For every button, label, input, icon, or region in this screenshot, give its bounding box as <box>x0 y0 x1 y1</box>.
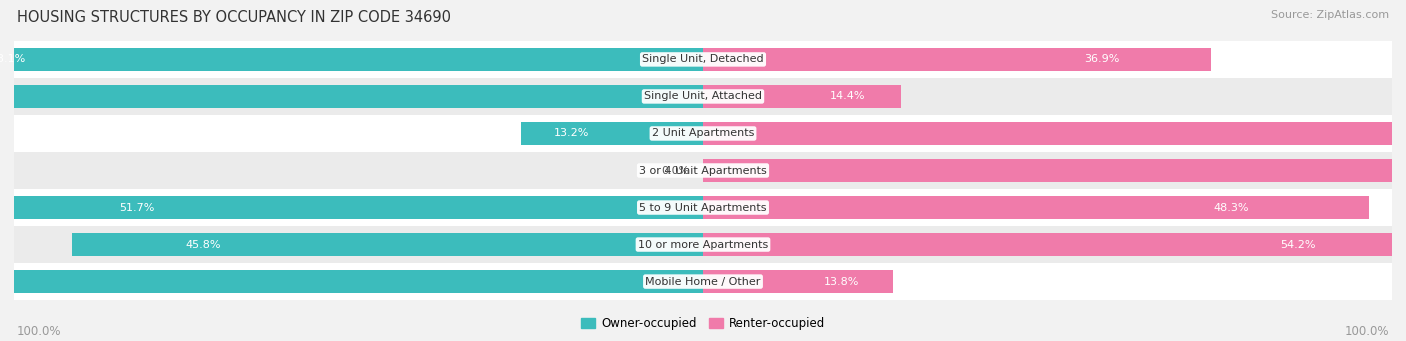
Text: 14.4%: 14.4% <box>830 91 866 102</box>
Text: 13.2%: 13.2% <box>554 129 589 138</box>
Bar <box>703 233 1406 256</box>
Bar <box>14 189 1392 226</box>
Text: 5 to 9 Unit Apartments: 5 to 9 Unit Apartments <box>640 203 766 212</box>
Text: HOUSING STRUCTURES BY OCCUPANCY IN ZIP CODE 34690: HOUSING STRUCTURES BY OCCUPANCY IN ZIP C… <box>17 10 451 25</box>
Text: 63.1%: 63.1% <box>0 55 25 64</box>
Bar <box>703 270 893 293</box>
Bar <box>522 122 703 145</box>
Bar <box>14 263 1392 300</box>
Text: Source: ZipAtlas.com: Source: ZipAtlas.com <box>1271 10 1389 20</box>
Bar <box>0 48 703 71</box>
Bar <box>703 159 1406 182</box>
Text: 51.7%: 51.7% <box>120 203 155 212</box>
Text: 100.0%: 100.0% <box>1344 325 1389 338</box>
Text: 45.8%: 45.8% <box>186 239 221 250</box>
Text: Single Unit, Attached: Single Unit, Attached <box>644 91 762 102</box>
Bar <box>72 233 703 256</box>
Bar <box>14 115 1392 152</box>
Bar <box>0 85 703 108</box>
Text: 2 Unit Apartments: 2 Unit Apartments <box>652 129 754 138</box>
Bar <box>14 78 1392 115</box>
Text: Mobile Home / Other: Mobile Home / Other <box>645 277 761 286</box>
Text: Single Unit, Detached: Single Unit, Detached <box>643 55 763 64</box>
Text: 100.0%: 100.0% <box>17 325 62 338</box>
Text: 0.0%: 0.0% <box>661 165 689 176</box>
Text: 3 or 4 Unit Apartments: 3 or 4 Unit Apartments <box>640 165 766 176</box>
Bar <box>0 270 703 293</box>
Bar <box>14 41 1392 78</box>
Text: 54.2%: 54.2% <box>1279 239 1316 250</box>
Text: 13.8%: 13.8% <box>824 277 859 286</box>
Bar <box>14 226 1392 263</box>
Bar <box>14 152 1392 189</box>
Bar <box>0 196 703 219</box>
Bar <box>703 196 1368 219</box>
Bar <box>703 122 1406 145</box>
Bar <box>703 48 1212 71</box>
Text: 48.3%: 48.3% <box>1213 203 1249 212</box>
Legend: Owner-occupied, Renter-occupied: Owner-occupied, Renter-occupied <box>576 313 830 335</box>
Text: 36.9%: 36.9% <box>1084 55 1121 64</box>
Bar <box>703 85 901 108</box>
Text: 10 or more Apartments: 10 or more Apartments <box>638 239 768 250</box>
